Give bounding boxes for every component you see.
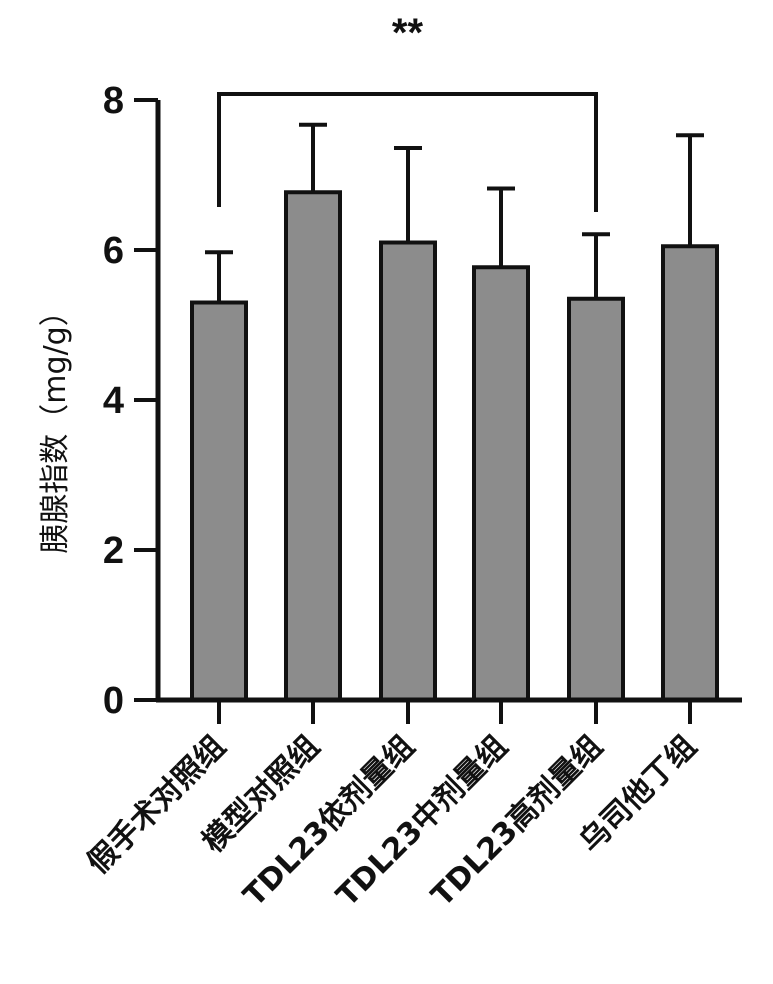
x-tick-label: TDL23中剂量组 (330, 729, 515, 914)
y-tick-label: 4 (103, 380, 124, 422)
bar (284, 190, 342, 702)
y-axis-label: 胰腺指数（mg/g） (38, 296, 73, 553)
bar (379, 240, 437, 702)
y-tick-label: 8 (103, 80, 124, 122)
x-tick-label: TDL23高剂量组 (425, 729, 610, 914)
bar (567, 296, 625, 702)
x-tick-label: TDL23依剂量组 (237, 729, 422, 914)
significance-line (217, 92, 598, 212)
significance-label: ** (392, 11, 424, 55)
bar (190, 300, 248, 702)
significance-bracket: ** (217, 11, 598, 212)
bars (190, 190, 719, 702)
y-tick-label: 6 (103, 230, 124, 272)
bar (472, 265, 530, 702)
x-ticks: 假手术对照组模型对照组TDL23依剂量组TDL23中剂量组TDL23高剂量组乌司… (81, 700, 704, 914)
y-ticks: 0 2 4 6 8 (103, 80, 158, 722)
y-tick-label: 2 (103, 530, 124, 572)
x-tick-label: 假手术对照组 (81, 729, 233, 881)
error-bars (205, 122, 704, 303)
bar (661, 244, 719, 702)
y-tick-label: 0 (103, 680, 124, 722)
